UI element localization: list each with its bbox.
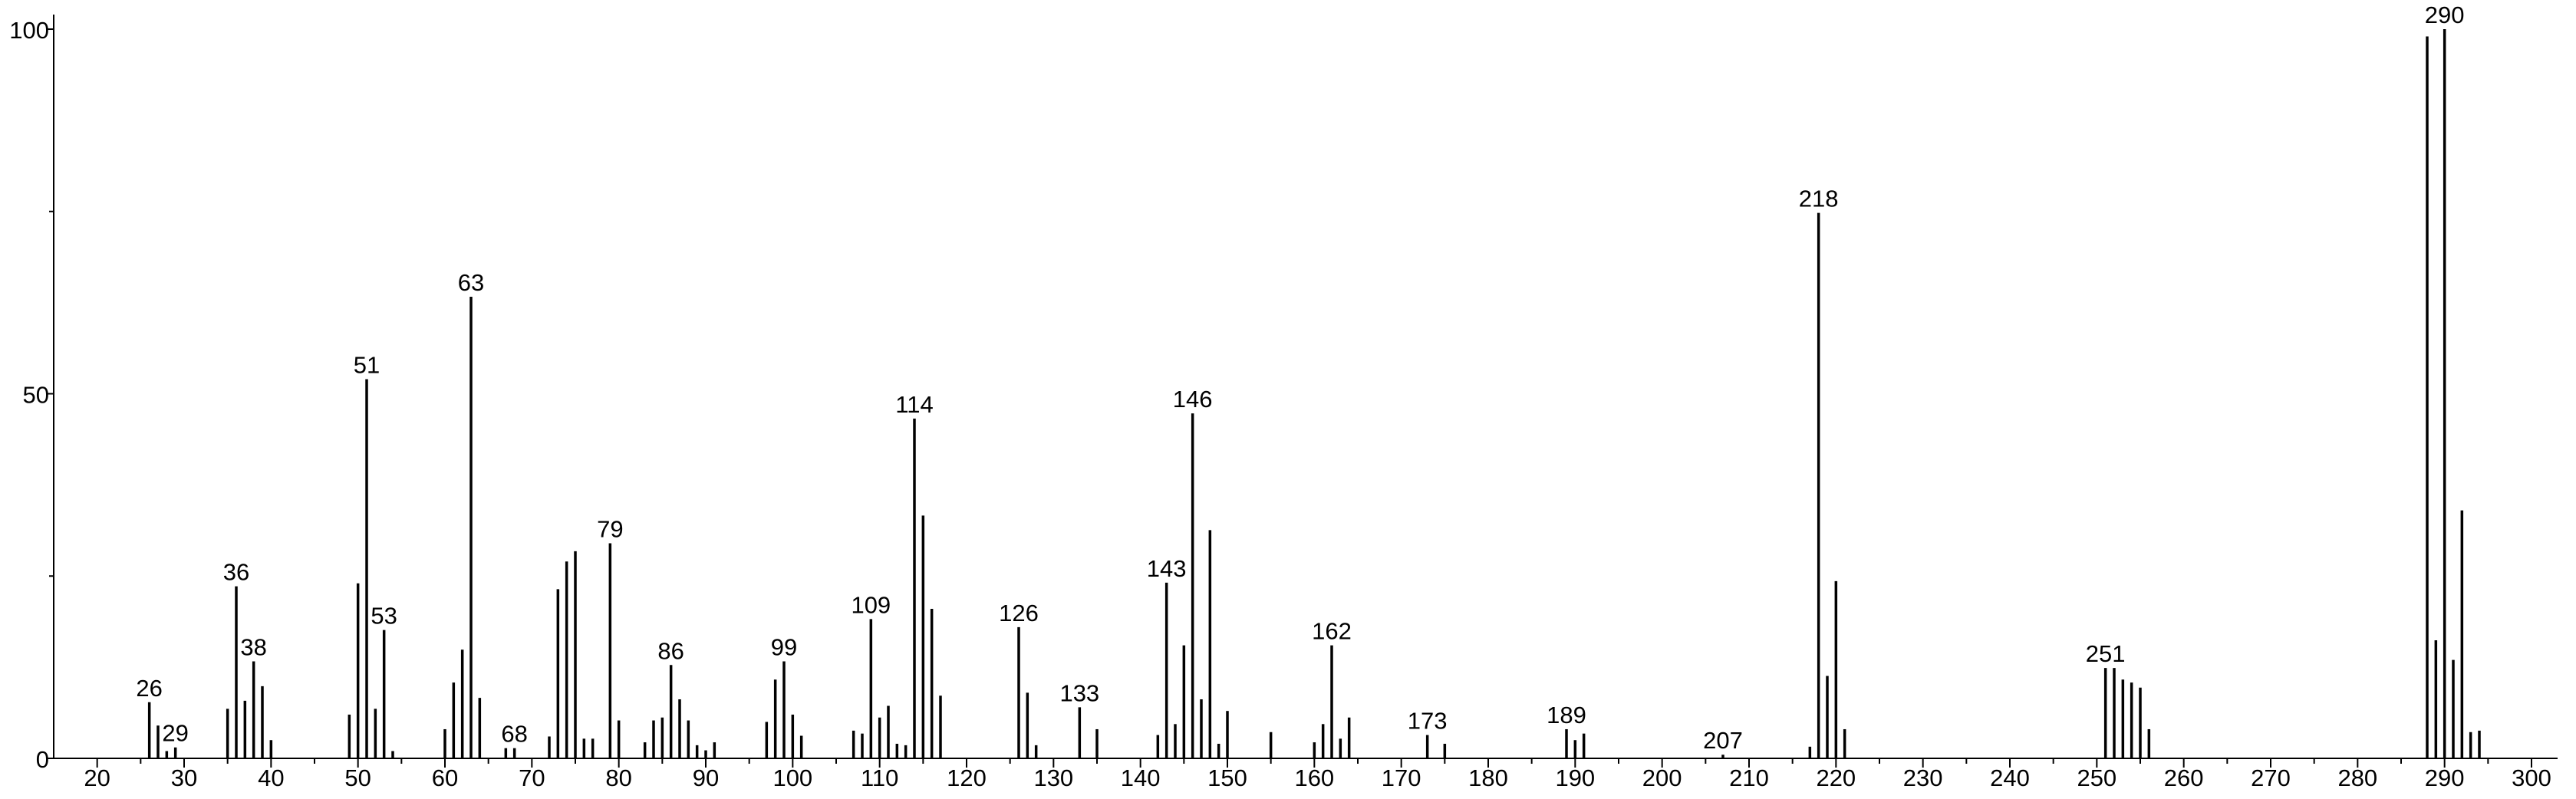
x-tick-label: 120	[947, 764, 987, 791]
x-tick-label: 200	[1642, 764, 1682, 791]
y-tick-label: 100	[9, 17, 49, 44]
peak-label: 79	[597, 515, 623, 542]
peak-label: 126	[999, 600, 1039, 626]
x-tick-label: 190	[1555, 764, 1595, 791]
peak-label: 146	[1173, 386, 1213, 413]
peak-label: 109	[851, 591, 891, 618]
x-tick-label: 230	[1903, 764, 1943, 791]
peak-label: 86	[657, 637, 684, 664]
peak-label: 68	[501, 721, 527, 748]
x-tick-label: 70	[519, 764, 545, 791]
peak-label: 133	[1059, 679, 1099, 706]
y-tick-label: 0	[36, 746, 49, 773]
x-tick-label: 100	[772, 764, 812, 791]
x-tick-label: 180	[1468, 764, 1508, 791]
peak-label: 162	[1312, 618, 1352, 645]
x-tick-label: 30	[171, 764, 197, 791]
x-tick-label: 60	[432, 764, 458, 791]
x-tick-label: 50	[344, 764, 371, 791]
x-tick-label: 80	[605, 764, 631, 791]
peak-label: 251	[2086, 640, 2126, 667]
x-tick-label: 290	[2425, 764, 2465, 791]
x-tick-label: 280	[2337, 764, 2377, 791]
x-tick-label: 170	[1382, 764, 1421, 791]
x-tick-label: 90	[693, 764, 719, 791]
peak-label: 26	[136, 675, 162, 702]
peak-label: 207	[1703, 727, 1743, 754]
peak-label: 189	[1547, 702, 1586, 728]
peak-label: 36	[223, 559, 249, 586]
peak-label: 173	[1408, 708, 1448, 735]
peak-label: 63	[458, 269, 484, 296]
peak-label: 114	[895, 391, 933, 418]
x-tick-label: 220	[1816, 764, 1856, 791]
x-tick-label: 160	[1294, 764, 1334, 791]
x-tick-label: 130	[1033, 764, 1073, 791]
x-tick-label: 240	[1990, 764, 2030, 791]
peak-label: 51	[354, 351, 380, 378]
peak-label: 38	[240, 634, 266, 661]
x-tick-label: 250	[2077, 764, 2116, 791]
peak-label: 99	[771, 634, 797, 661]
x-tick-label: 40	[258, 764, 284, 791]
x-tick-label: 210	[1729, 764, 1769, 791]
x-tick-label: 270	[2251, 764, 2291, 791]
x-tick-label: 260	[2164, 764, 2204, 791]
x-tick-label: 20	[84, 764, 110, 791]
x-tick-label: 140	[1121, 764, 1161, 791]
peak-label: 218	[1799, 186, 1839, 212]
peak-label: 53	[371, 603, 397, 630]
x-tick-label: 110	[861, 764, 898, 791]
peak-label: 290	[2425, 2, 2465, 28]
y-tick-label: 50	[23, 382, 49, 409]
peak-label: 29	[162, 720, 188, 747]
x-tick-label: 300	[2512, 764, 2551, 791]
peak-label: 143	[1147, 555, 1187, 582]
x-tick-label: 150	[1207, 764, 1247, 791]
